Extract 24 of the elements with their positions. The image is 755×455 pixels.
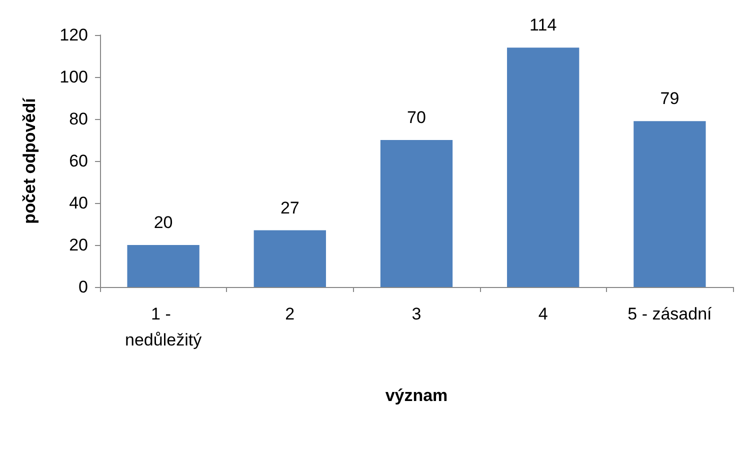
data-label: 27 <box>280 198 300 218</box>
bar <box>634 121 706 287</box>
y-tick-label: 100 <box>60 68 88 86</box>
data-label: 20 <box>154 213 173 232</box>
y-tick-label: 80 <box>69 110 88 128</box>
bar <box>254 230 326 287</box>
data-label: 114 <box>530 16 557 35</box>
x-axis-title: význam <box>385 386 448 405</box>
bar <box>380 140 453 287</box>
x-tick-label: 1 - nedůležitý <box>125 304 202 350</box>
y-tick-label: 20 <box>69 236 88 254</box>
bar <box>127 245 200 287</box>
y-tick-label: 40 <box>69 194 88 212</box>
x-tick-label: 5 - zásadní <box>628 304 712 324</box>
y-tick-label: 60 <box>69 152 88 170</box>
bar <box>507 48 580 287</box>
y-tick-label: 120 <box>60 26 88 44</box>
x-tick-label: 4 <box>538 304 548 324</box>
y-tick-label: 0 <box>78 278 88 296</box>
x-tick-label: 3 <box>412 304 422 324</box>
x-tick-label: 2 <box>285 304 295 324</box>
data-label: 70 <box>407 108 426 127</box>
data-label: 79 <box>660 89 680 108</box>
y-axis-title: počet odpovědí <box>20 96 39 224</box>
